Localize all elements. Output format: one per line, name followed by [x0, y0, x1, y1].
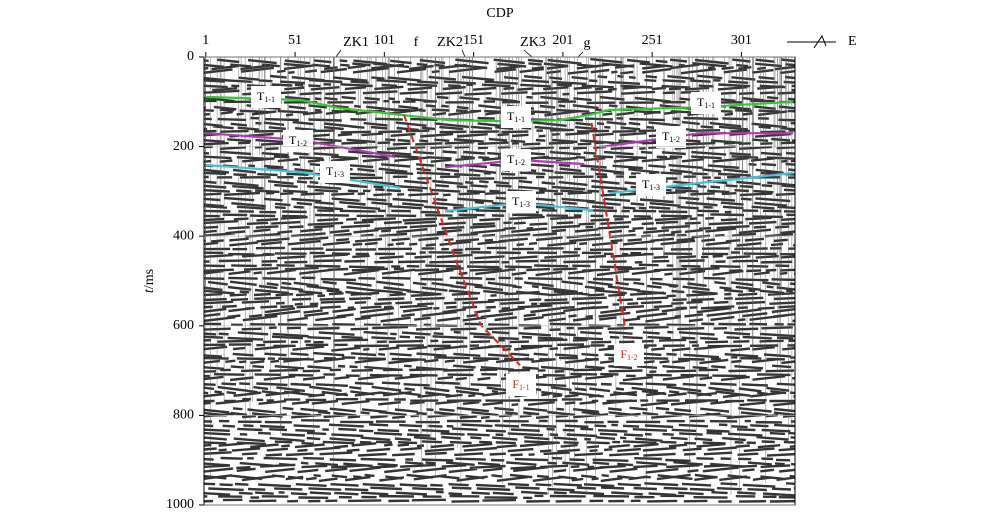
annotation-sub: 1-2 — [669, 135, 680, 144]
annotation-main: T — [697, 95, 705, 109]
y-axis-title-unit: /ms — [142, 269, 157, 289]
y-tick-label: 200 — [173, 139, 194, 154]
annotation-box — [636, 174, 666, 196]
annotation-sub: 1-2 — [296, 139, 307, 148]
well-marker: ZK3 — [520, 35, 546, 50]
annotation-box — [501, 149, 531, 171]
direction-label: E — [848, 34, 857, 49]
x-tick-label: 301 — [731, 33, 752, 48]
y-axis-title: t/ms — [142, 269, 157, 293]
well-marker: f — [414, 35, 419, 50]
annotation-sub: 1-1 — [704, 101, 715, 110]
annotation-box — [614, 344, 644, 366]
annotation-box — [506, 374, 536, 396]
well-marker: g — [584, 36, 591, 51]
annotation: T1-1 — [697, 95, 715, 110]
y-tick-label: 600 — [173, 318, 194, 333]
annotation-sub: 1-3 — [519, 200, 530, 209]
annotation-sub: 1-1 — [514, 115, 525, 124]
annotation-box — [691, 92, 721, 114]
annotation: T1-1 — [507, 109, 525, 124]
annotation-main: T — [507, 109, 515, 123]
annotation-main: T — [642, 177, 650, 191]
well-marker: ZK2 — [437, 35, 463, 50]
annotation-box — [251, 86, 281, 108]
well-marker: ZK1 — [343, 35, 369, 50]
y-tick-label: 0 — [187, 49, 194, 64]
x-axis-title: CDP — [486, 6, 513, 21]
y-axis-title-italic: t — [142, 288, 157, 293]
annotation-box — [501, 106, 531, 128]
y-tick-label: 1000 — [166, 497, 194, 512]
x-tick-label: 201 — [552, 33, 573, 48]
annotation-sub: 1-1 — [519, 383, 530, 392]
marker-leaders — [335, 49, 584, 58]
annotation-sub: 1-1 — [264, 95, 275, 104]
annotation-main: F — [512, 377, 519, 391]
x-tick-label: 151 — [463, 33, 484, 48]
annotation: T1-3 — [642, 177, 660, 192]
annotation-main: T — [662, 129, 670, 143]
annotation: T1-2 — [662, 129, 680, 144]
fault-line — [403, 114, 521, 366]
annotation: F1-2 — [620, 347, 637, 362]
annotation-sub: 1-3 — [333, 170, 344, 179]
annotation: T1-3 — [512, 194, 530, 209]
y-tick-label: 400 — [173, 228, 194, 243]
horizon-line — [205, 95, 794, 123]
annotation-main: T — [512, 194, 520, 208]
y-tick-label: 800 — [173, 408, 194, 423]
annotation: F1-1 — [512, 377, 529, 392]
annotation-main: T — [289, 133, 297, 147]
direction-arrow-head — [813, 34, 827, 49]
annotation-sub: 1-2 — [627, 353, 638, 362]
x-tick-label: 101 — [374, 33, 395, 48]
annotation-main: T — [507, 152, 515, 166]
annotation-box — [320, 161, 350, 183]
annotation-sub: 1-2 — [514, 158, 525, 167]
annotation-sub: 1-3 — [649, 183, 660, 192]
annotation-main: F — [620, 347, 627, 361]
annotation-main: T — [257, 89, 265, 103]
annotation-box — [506, 191, 536, 213]
x-tick-label: 251 — [642, 33, 663, 48]
annotation: T1-3 — [326, 164, 344, 179]
x-tick-label: 1 — [202, 33, 209, 48]
annotation: T1-2 — [289, 133, 307, 148]
annotation: T1-1 — [257, 89, 275, 104]
annotation-main: T — [326, 164, 334, 178]
annotation: T1-2 — [507, 152, 525, 167]
fault-line — [590, 122, 627, 330]
annotation-box — [656, 126, 686, 148]
x-tick-label: 51 — [288, 33, 302, 48]
